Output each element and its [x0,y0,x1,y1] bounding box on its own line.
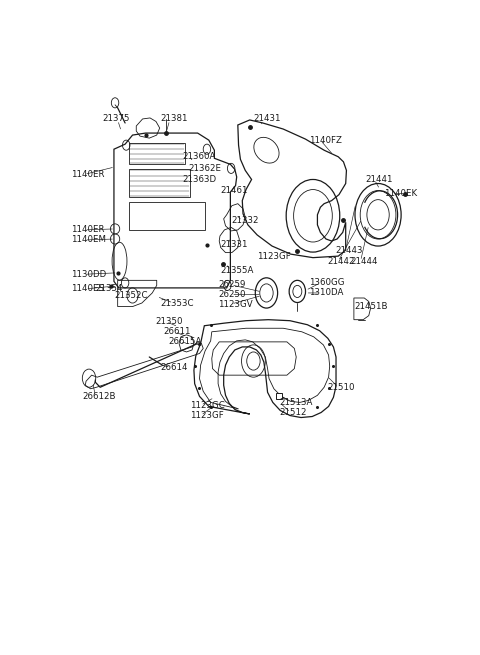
Text: 21363D: 21363D [183,175,217,184]
Text: 1140FZ: 1140FZ [309,136,342,145]
Text: 1140EM: 1140EM [71,236,106,244]
Text: 21510: 21510 [328,383,355,392]
Text: 21332: 21332 [231,216,259,225]
Text: 21352C: 21352C [114,291,147,300]
Text: 1140ER: 1140ER [71,170,105,179]
Text: 26611: 26611 [163,328,191,336]
Text: 21353C: 21353C [160,299,194,308]
Text: 21441: 21441 [365,175,393,184]
Text: 21451B: 21451B [354,302,387,311]
Text: 21443: 21443 [335,246,363,255]
Text: 21513A: 21513A [279,398,313,407]
Text: 21360A: 21360A [183,152,216,161]
Text: 21375: 21375 [103,115,130,123]
Text: 1123GF: 1123GF [257,252,291,261]
Text: 26612B: 26612B [83,392,116,401]
Text: 1140ER: 1140ER [71,225,105,234]
Text: 26250: 26250 [218,290,246,299]
Text: 1123GV: 1123GV [218,299,253,309]
Text: 21362E: 21362E [188,164,221,173]
Text: 26259: 26259 [218,280,245,290]
Text: 26614: 26614 [160,363,188,371]
Text: 1310DA: 1310DA [309,288,344,297]
Text: 21331: 21331 [220,240,248,248]
Text: 1130DD: 1130DD [71,270,107,279]
Text: 1123GF: 1123GF [190,411,224,420]
Text: 21354: 21354 [96,284,123,293]
Text: 21461: 21461 [220,186,248,195]
Text: 21444: 21444 [350,257,378,266]
Text: 21512: 21512 [279,408,307,417]
Text: 21442: 21442 [328,257,355,266]
Text: 26615A: 26615A [168,337,201,346]
Text: 1360GG: 1360GG [309,278,345,288]
Text: 21350: 21350 [155,317,182,326]
Text: 21431: 21431 [253,115,281,123]
Text: 1123GC: 1123GC [190,401,225,410]
Text: 21355A: 21355A [220,266,253,274]
Text: 1140ES: 1140ES [71,284,104,293]
Text: 21381: 21381 [160,115,188,123]
Text: 1140EK: 1140EK [384,189,417,198]
